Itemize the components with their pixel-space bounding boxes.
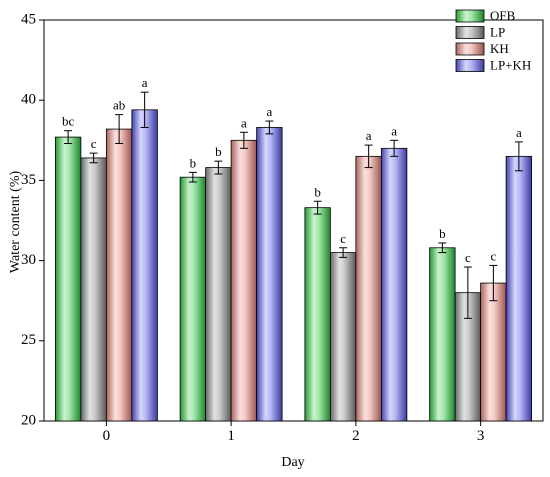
significance-letter: b bbox=[439, 226, 446, 241]
significance-letter: c bbox=[340, 231, 346, 246]
y-tick-label: 35 bbox=[21, 172, 36, 188]
x-tick-label: 2 bbox=[352, 428, 360, 444]
legend-label: LP bbox=[490, 25, 505, 40]
legend-label: LP+KH bbox=[490, 58, 531, 73]
bar-kh-day-3 bbox=[480, 282, 507, 422]
bar-lp-kh-day-0 bbox=[131, 109, 158, 422]
x-tick-label: 3 bbox=[477, 428, 485, 444]
significance-letter: a bbox=[366, 128, 372, 143]
y-tick-label: 40 bbox=[21, 92, 36, 108]
significance-letter: b bbox=[190, 155, 197, 170]
significance-letter: b bbox=[215, 144, 222, 159]
legend-swatch bbox=[455, 59, 485, 72]
legend-label: OFB bbox=[490, 8, 516, 23]
bar-lp-kh-day-1 bbox=[256, 127, 283, 422]
significance-letter: ab bbox=[113, 98, 125, 113]
x-axis-label: Day bbox=[281, 455, 304, 470]
bar-lp-kh-day-3 bbox=[505, 155, 533, 422]
significance-letter: a bbox=[142, 75, 148, 90]
bar-ofb-day-3 bbox=[429, 247, 456, 422]
y-tick-label: 20 bbox=[21, 412, 36, 428]
significance-letter: a bbox=[391, 123, 397, 138]
significance-letter: b bbox=[314, 184, 321, 199]
significance-letter: c bbox=[465, 250, 471, 265]
significance-letter: a bbox=[241, 115, 247, 130]
bar-ofb-day-1 bbox=[179, 176, 207, 422]
bar-kh-day-0 bbox=[105, 128, 133, 422]
significance-letter: c bbox=[91, 136, 97, 151]
y-tick-label: 45 bbox=[21, 11, 36, 27]
x-tick-label: 0 bbox=[103, 428, 111, 444]
legend-swatch bbox=[455, 9, 485, 23]
significance-letter: a bbox=[516, 125, 522, 140]
y-tick-label: 30 bbox=[21, 252, 36, 268]
y-tick-label: 25 bbox=[21, 332, 36, 348]
bar-ofb-day-2 bbox=[304, 207, 331, 422]
significance-letter: bc bbox=[62, 114, 75, 129]
legend-swatch bbox=[455, 26, 485, 39]
bar-lp-kh-day-2 bbox=[380, 147, 408, 422]
bar-lp-day-0 bbox=[80, 157, 107, 422]
plot-frame bbox=[43, 19, 544, 422]
bar-ofb-day-0 bbox=[54, 136, 82, 422]
significance-letter: a bbox=[266, 104, 272, 119]
significance-letter: c bbox=[490, 248, 496, 263]
bar-lp-day-2 bbox=[329, 252, 357, 422]
bar-kh-day-1 bbox=[230, 139, 258, 422]
bar-lp-day-1 bbox=[205, 167, 232, 422]
legend-label: KH bbox=[490, 41, 509, 56]
bar-kh-day-2 bbox=[355, 155, 382, 422]
y-axis-label: Water content (%) bbox=[8, 171, 23, 274]
legend-swatch bbox=[455, 42, 485, 56]
x-tick-label: 1 bbox=[227, 428, 235, 444]
